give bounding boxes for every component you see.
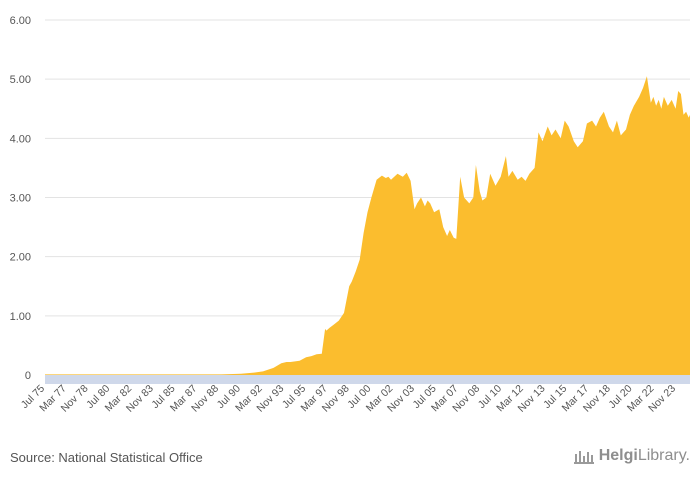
- brand-name: HelgiLibrary.: [598, 447, 690, 464]
- y-tick-label: 3.00: [10, 193, 31, 205]
- y-tick-label: 6.00: [10, 15, 31, 27]
- y-tick-label: 5.00: [10, 74, 31, 86]
- y-tick-label: 4.00: [10, 133, 31, 145]
- y-axis-ticks: 0 1.00 2.00 3.00 4.00 5.00 6.00: [10, 15, 31, 382]
- y-tick-label: 1.00: [10, 311, 31, 323]
- y-tick-label: 0: [25, 370, 31, 382]
- area-series: [45, 76, 690, 375]
- library-building-icon: [573, 451, 594, 464]
- area-series-path: [45, 76, 690, 375]
- helgi-library-logo[interactable]: HelgiLibrary.: [573, 447, 690, 465]
- y-tick-label: 2.00: [10, 252, 31, 264]
- x-axis-band: [45, 375, 690, 384]
- source-note: Source: National Statistical Office: [10, 450, 203, 465]
